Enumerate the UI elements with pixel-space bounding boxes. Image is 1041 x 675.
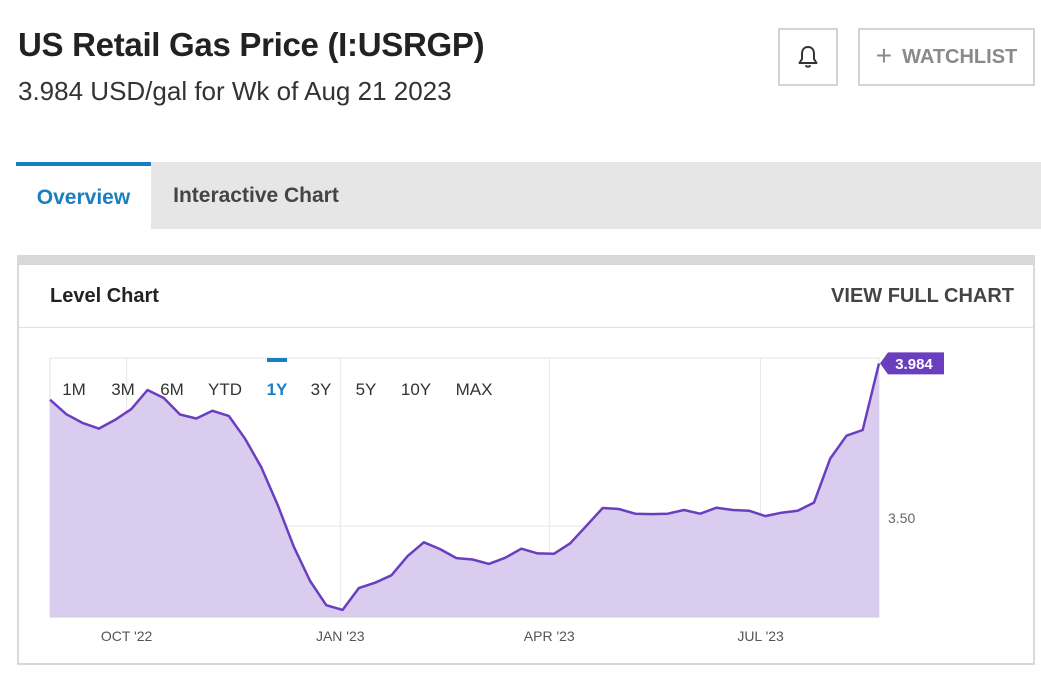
- alert-button[interactable]: [778, 28, 838, 86]
- watchlist-label: WATCHLIST: [902, 45, 1018, 68]
- tab-overview[interactable]: Overview: [16, 162, 151, 229]
- y-tick-label: 3.50: [888, 510, 915, 526]
- range-button-3m[interactable]: 3M: [111, 380, 135, 399]
- page-title: US Retail Gas Price (I:USRGP): [18, 26, 485, 63]
- tab-interactive-chart[interactable]: Interactive Chart: [173, 183, 339, 207]
- card-title: Level Chart: [50, 285, 159, 307]
- last-value-badge: [880, 352, 944, 375]
- view-full-chart-link[interactable]: VIEW FULL CHART: [831, 285, 1014, 307]
- range-button-5y[interactable]: 5Y: [356, 380, 377, 399]
- range-button-1m[interactable]: 1M: [62, 380, 86, 399]
- x-tick-label: OCT '22: [101, 628, 153, 644]
- range-button-3y[interactable]: 3Y: [311, 380, 332, 399]
- x-tick-label: APR '23: [524, 628, 575, 644]
- x-tick-label: JAN '23: [316, 628, 365, 644]
- page-subtitle: 3.984 USD/gal for Wk of Aug 21 2023: [18, 76, 452, 106]
- range-active-indicator: [267, 358, 287, 362]
- range-button-ytd[interactable]: YTD: [208, 380, 242, 399]
- plus-icon: +: [875, 39, 893, 71]
- series-area: [50, 363, 879, 617]
- series-line: [49, 363, 881, 612]
- watchlist-button[interactable]: + WATCHLIST: [858, 28, 1035, 86]
- range-button-10y[interactable]: 10Y: [401, 380, 431, 399]
- range-button-1y[interactable]: 1Y: [267, 380, 288, 399]
- bell-icon: [798, 46, 818, 68]
- card-header: Level Chart VIEW FULL CHART: [19, 265, 1033, 328]
- card-top-bar: [19, 257, 1033, 265]
- range-button-6m[interactable]: 6M: [160, 380, 184, 399]
- last-value-label: 3.984: [895, 356, 933, 373]
- range-button-max[interactable]: MAX: [456, 380, 493, 399]
- tab-bar: Overview Interactive Chart: [16, 162, 1041, 229]
- x-tick-label: JUL '23: [737, 628, 784, 644]
